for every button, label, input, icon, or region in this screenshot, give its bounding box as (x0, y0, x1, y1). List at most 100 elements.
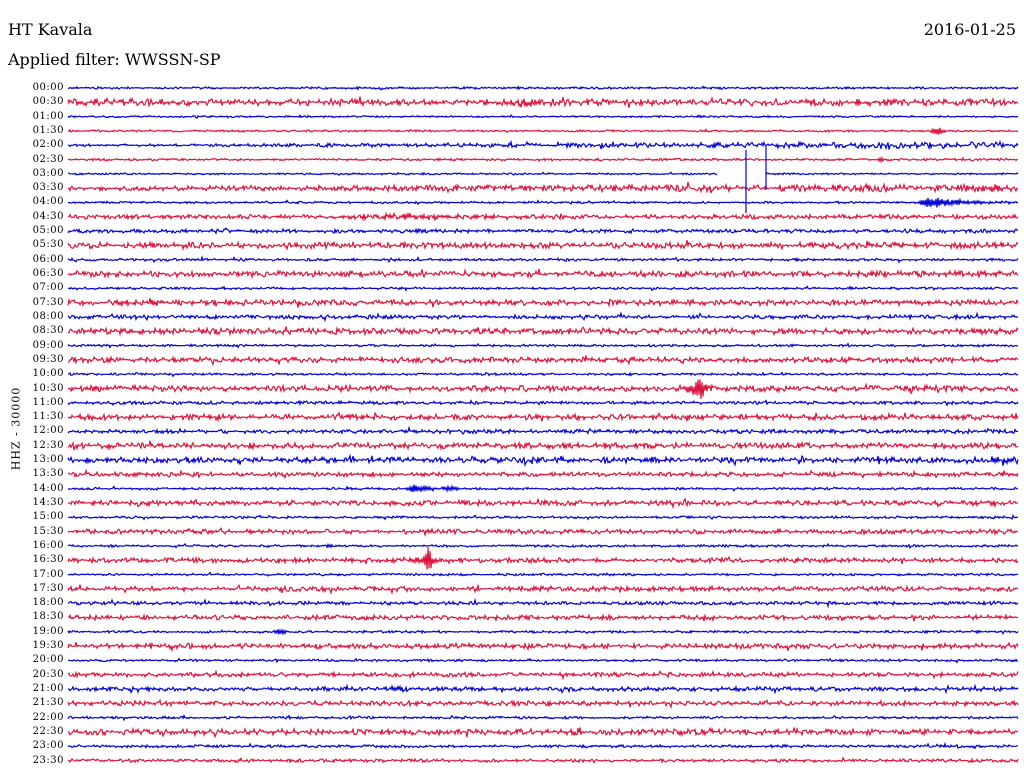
trace-row-label: 12:00 (32, 425, 64, 437)
trace-row (67, 741, 1019, 750)
trace-row (67, 547, 1019, 570)
trace-row-label: 15:30 (32, 525, 64, 537)
trace-row (67, 127, 1019, 135)
trace-row (67, 584, 1019, 596)
trace-row-label: 23:30 (32, 754, 64, 766)
trace-row (67, 155, 1019, 164)
trace-row-label: 02:00 (32, 139, 64, 151)
trace-row-label: 13:30 (32, 468, 64, 480)
trace-row (67, 139, 1019, 151)
trace-row (67, 440, 1019, 451)
trace-row (67, 542, 1019, 550)
trace-row-label: 20:30 (32, 668, 64, 680)
station-title: HT Kavala (8, 20, 93, 39)
trace-row-label: 22:30 (32, 725, 64, 737)
trace-row-label: 00:30 (32, 96, 64, 108)
trace-row (68, 171, 718, 177)
filter-label: Applied filter: WWSSN-SP (8, 50, 221, 69)
trace-row (67, 268, 1019, 280)
trace-row-label: 19:30 (32, 640, 64, 652)
trace-row-label: 04:00 (32, 196, 64, 208)
trace-row-label: 21:00 (32, 683, 64, 695)
trace-row (67, 255, 1019, 264)
trace-row (765, 172, 1019, 176)
trace-row-label: 11:00 (32, 396, 64, 408)
trace-row (67, 571, 1019, 577)
trace-row (67, 239, 1019, 252)
trace-row (67, 628, 1019, 636)
trace-row (67, 181, 1019, 194)
trace-row-label: 16:30 (32, 554, 64, 566)
trace-row (67, 513, 1019, 521)
trace-row-label: 13:00 (32, 454, 64, 466)
trace-row (67, 410, 1019, 423)
trace-row-label: 17:00 (32, 568, 64, 580)
trace-row (67, 713, 1019, 722)
trace-row-label: 03:00 (32, 167, 64, 179)
trace-row-label: 20:00 (32, 654, 64, 666)
trace-row-label: 08:30 (32, 325, 64, 337)
trace-row-label: 09:30 (32, 353, 64, 365)
trace-row (67, 355, 1019, 367)
trace-row-label: 07:30 (32, 296, 64, 308)
trace-row-label: 15:00 (32, 511, 64, 523)
trace-row-label: 12:30 (32, 439, 64, 451)
trace-row (67, 527, 1019, 538)
trace-row-label: 03:30 (32, 182, 64, 194)
trace-row-label: 05:30 (32, 239, 64, 251)
trace-row (67, 285, 1019, 292)
trace-row (67, 113, 1019, 119)
trace-row-label: 00:00 (32, 82, 64, 93)
trace-row (67, 468, 1019, 480)
trace-row-label: 08:00 (32, 310, 64, 322)
trace-row (67, 96, 1019, 109)
trace-row-label: 10:30 (32, 382, 64, 394)
date-label: 2016-01-25 (923, 20, 1016, 39)
trace-row (67, 197, 1019, 208)
trace-row-label: 10:00 (32, 368, 64, 380)
trace-row-label: 14:30 (32, 496, 64, 508)
trace-row-label: 07:00 (32, 282, 64, 294)
trace-row-label: 18:30 (32, 611, 64, 623)
trace-row (67, 342, 1018, 349)
trace-row-label: 19:00 (32, 625, 64, 637)
trace-row-label: 14:00 (32, 482, 64, 494)
trace-row-label: 22:00 (32, 711, 64, 723)
trace-row (67, 211, 1019, 222)
trace-row-label: 05:00 (32, 225, 64, 237)
trace-row-label: 04:30 (32, 210, 64, 222)
trace-row-label: 09:00 (32, 339, 64, 351)
trace-row-label: 06:00 (32, 253, 64, 265)
trace-row (67, 453, 1019, 467)
trace-row (67, 657, 1019, 664)
trace-row-label: 18:00 (32, 597, 64, 609)
trace-row (67, 398, 1019, 407)
trace-row-label: 06:30 (32, 268, 64, 280)
trace-row (67, 613, 1019, 623)
trace-row (67, 683, 1019, 695)
trace-row (67, 371, 1019, 378)
trace-row (67, 226, 1019, 235)
trace-row-label: 11:30 (32, 411, 64, 423)
trace-row (67, 669, 1019, 681)
trace-row-label: 02:30 (32, 153, 64, 165)
trace-row (67, 698, 1019, 710)
trace-row (68, 756, 1019, 764)
trace-row-label: 21:30 (32, 697, 64, 709)
trace-row (67, 326, 1019, 337)
trace-row (67, 425, 1019, 436)
trace-row-label: 16:00 (32, 539, 64, 551)
trace-row-label: 17:30 (32, 582, 64, 594)
trace-row (67, 484, 1018, 494)
trace-row (67, 297, 1019, 308)
trace-row-label: 23:00 (32, 740, 64, 752)
trace-row (67, 726, 1019, 739)
trace-row-label: 01:30 (32, 124, 64, 136)
trace-row (67, 641, 1019, 653)
trace-row (67, 85, 1019, 91)
trace-row (67, 311, 1019, 323)
trace-row (68, 497, 1019, 510)
